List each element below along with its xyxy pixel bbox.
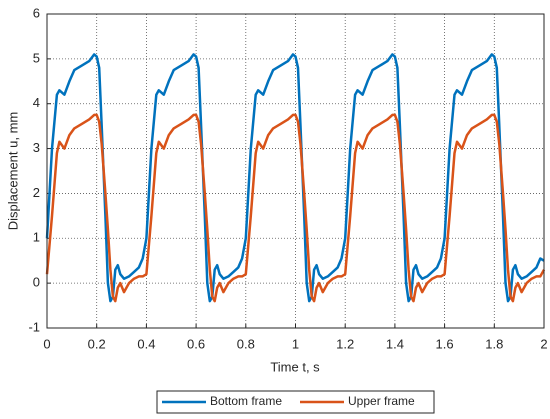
y-tick-label: 0 <box>33 275 40 290</box>
x-tick-label: 1.6 <box>436 336 454 351</box>
x-tick-label: 0.4 <box>137 336 155 351</box>
x-tick-label: 1.2 <box>336 336 354 351</box>
x-tick-label: 1.8 <box>485 336 503 351</box>
x-tick-label: 0 <box>43 336 50 351</box>
x-tick-label: 1 <box>292 336 299 351</box>
y-tick-label: -1 <box>28 319 40 334</box>
legend-label: Bottom frame <box>210 394 282 408</box>
y-tick-label: 6 <box>33 5 40 20</box>
x-tick-label: 2 <box>540 336 547 351</box>
legend-label: Upper frame <box>348 394 415 408</box>
y-tick-label: 1 <box>33 230 40 245</box>
y-tick-label: 3 <box>33 140 40 155</box>
y-tick-label: 2 <box>33 185 40 200</box>
y-tick-label: 5 <box>33 50 40 65</box>
data-line <box>45 113 546 303</box>
x-tick-label: 0.6 <box>187 336 205 351</box>
plot-frame <box>46 13 545 329</box>
x-tick-label: 0.8 <box>237 336 255 351</box>
y-tick-label: 4 <box>33 95 40 110</box>
y-axis-label: Displacement u, mm <box>5 112 20 230</box>
x-tick-label: 1.4 <box>386 336 404 351</box>
x-axis-label: Time t, s <box>270 359 320 374</box>
x-tick-label: 0.2 <box>88 336 106 351</box>
legend-box <box>156 390 435 414</box>
